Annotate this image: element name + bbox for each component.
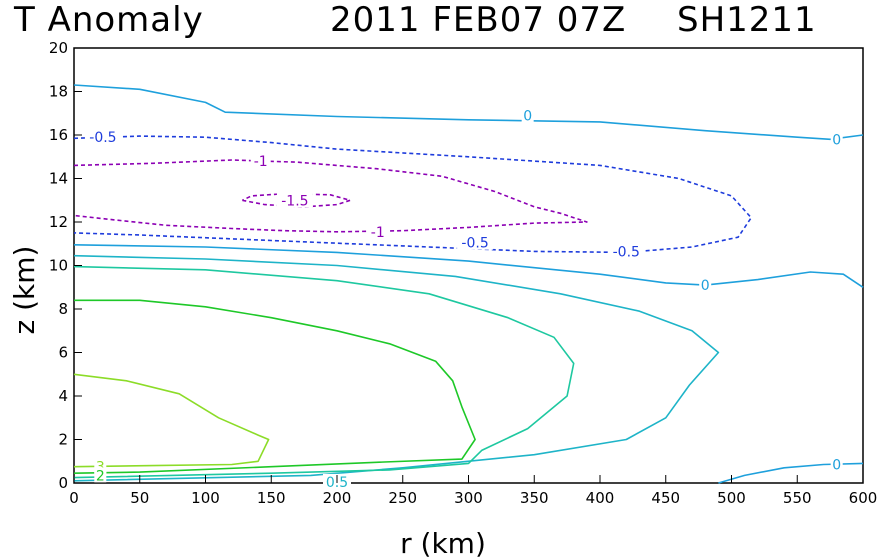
y-tick-label: 10 — [49, 257, 68, 275]
contour-label-bg — [608, 243, 645, 259]
contour-label-bg — [830, 131, 843, 147]
contour-line-c-1 — [73, 265, 575, 479]
contour-layer — [73, 84, 864, 484]
x-tick-label: 500 — [717, 489, 746, 507]
x-tick-label: 350 — [520, 489, 549, 507]
contour-label-bg — [84, 129, 121, 145]
contour-label-lbl-2: 2 — [96, 468, 105, 484]
contour-label-lbl-neg0p5-left: -0.5 — [89, 130, 116, 146]
contour-label-layer: 00-0.5-1-1.5-1-0.5-0.50320.50 — [84, 107, 843, 491]
contour-label-lbl-0-bottom: 0 — [832, 458, 841, 474]
y-axis-label: z (km) — [8, 246, 41, 335]
contour-line-c-zero-mid — [73, 244, 864, 288]
y-tick-label: 8 — [58, 300, 68, 318]
x-tick-label: 0 — [69, 489, 79, 507]
x-axis-ticks: 0 50 100 150 200 250 300 350 400 450 500 550 600 — [69, 475, 877, 507]
contour-label-bg — [367, 223, 388, 239]
x-tick-label: 100 — [191, 489, 220, 507]
contour-label-lbl-0-top: 0 — [523, 108, 532, 124]
x-tick-label: 200 — [323, 489, 352, 507]
x-tick-label: 250 — [388, 489, 417, 507]
contour-label-lbl-neg0p5-mid: -0.5 — [461, 236, 488, 252]
x-tick-label: 600 — [849, 489, 878, 507]
y-tick-label: 4 — [58, 387, 68, 405]
y-tick-label: 2 — [58, 431, 68, 449]
contour-label-lbl-neg1-left: -1 — [254, 154, 268, 170]
x-tick-label: 50 — [130, 489, 149, 507]
contour-line-c-neg0p5 — [73, 135, 753, 254]
title-storm-id: SH1211 — [677, 0, 817, 40]
y-tick-label: 16 — [49, 126, 68, 144]
x-tick-label: 450 — [651, 489, 680, 507]
contour-label-bg — [276, 192, 313, 208]
contour-label-bg — [94, 467, 107, 483]
title-datetime: 2011 FEB07 07Z — [330, 0, 626, 40]
x-tick-label: 550 — [783, 489, 812, 507]
y-tick-label: 12 — [49, 213, 68, 231]
contour-label-lbl-0-mid: 0 — [701, 278, 710, 294]
x-tick-label: 150 — [257, 489, 286, 507]
contour-line-c-2 — [73, 299, 476, 474]
y-axis-ticks: 0 2 4 6 8 10 12 14 16 18 20 — [49, 39, 82, 492]
y-tick-label: 14 — [49, 170, 68, 188]
contour-label-lbl-0-right: 0 — [832, 132, 841, 148]
contour-label-bg — [457, 234, 494, 250]
contour-label-bg — [830, 456, 843, 472]
contour-line-c-neg1 — [73, 159, 588, 233]
contour-label-bg — [699, 277, 712, 293]
contour-label-bg — [521, 107, 534, 123]
y-tick-label: 20 — [49, 39, 68, 57]
x-axis-label: r (km) — [400, 527, 486, 558]
x-tick-label: 400 — [586, 489, 615, 507]
contour-label-lbl-neg1p5: -1.5 — [281, 193, 308, 209]
contour-label-lbl-neg0p5-right: -0.5 — [613, 244, 640, 260]
y-tick-label: 18 — [49, 83, 68, 101]
plot-frame — [73, 47, 864, 484]
contour-label-lbl-neg1-low: -1 — [371, 225, 385, 241]
y-tick-label: 6 — [58, 344, 68, 362]
x-tick-label: 300 — [454, 489, 483, 507]
y-tick-label: 0 — [58, 474, 68, 492]
contour-label-bg — [250, 153, 271, 169]
title-variable: T Anomaly — [13, 0, 204, 40]
contour-line-c-zero-top — [73, 84, 864, 141]
contour-line-c-0p5 — [73, 254, 720, 482]
contour-line-c-3 — [73, 373, 270, 468]
